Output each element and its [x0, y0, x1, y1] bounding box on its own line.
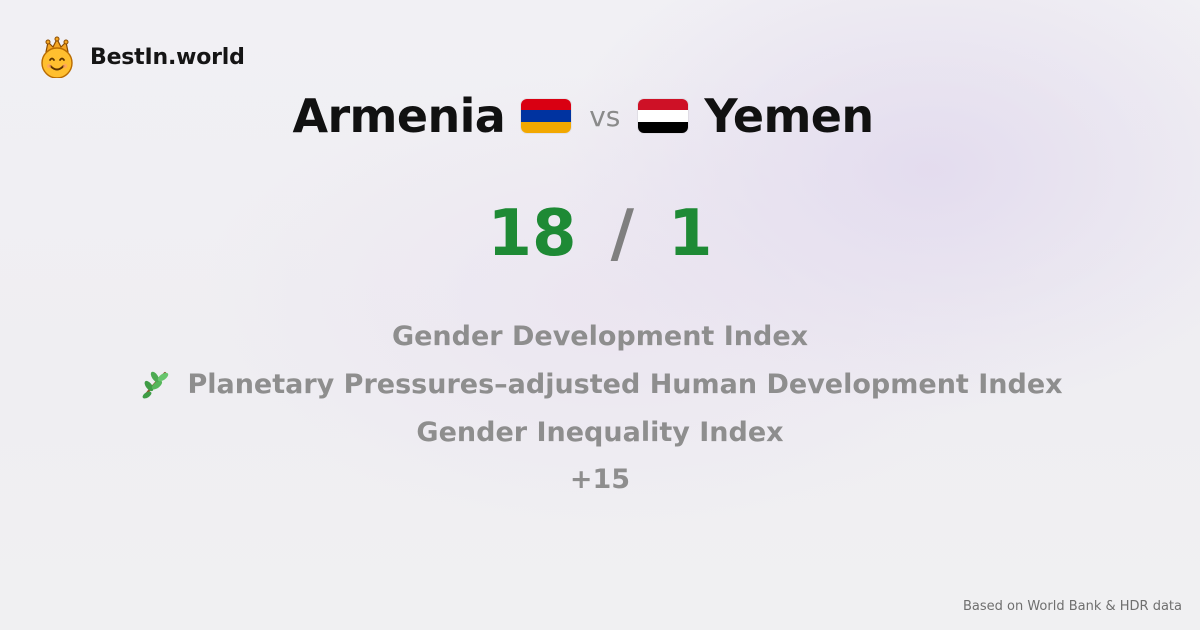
data-source-note: Based on World Bank & HDR data [962, 599, 1182, 614]
brand-name: BestIn.world [90, 44, 245, 70]
yemen-flag-icon [638, 99, 689, 133]
left-score: 18 [487, 197, 577, 271]
score-separator: / [610, 197, 634, 271]
brand[interactable]: BestIn.world [38, 36, 245, 78]
metrics-list: Gender Development Index Planetary Press… [0, 312, 1200, 500]
metric-item: Planetary Pressures–adjusted Human Devel… [137, 360, 1063, 408]
comparison-title: Armenia vs Yemen [0, 86, 1166, 146]
right-score: 1 [667, 197, 713, 271]
metric-label: Planetary Pressures–adjusted Human Devel… [187, 368, 1063, 400]
right-country-name: Yemen [704, 89, 874, 143]
metric-item: Gender Inequality Index [416, 408, 783, 456]
more-metrics-count: +15 [569, 463, 631, 495]
score-row: 18 / 1 [0, 194, 1200, 274]
metric-item: Gender Development Index [392, 312, 808, 360]
armenia-flag-icon [521, 99, 572, 133]
vs-label: vs [589, 99, 621, 133]
metric-label: Gender Development Index [391, 320, 809, 352]
herb-icon [142, 371, 169, 399]
smiling-face-with-crown-icon [41, 36, 73, 78]
metric-label: Gender Inequality Index [416, 416, 784, 448]
left-country-name: Armenia [292, 89, 506, 143]
